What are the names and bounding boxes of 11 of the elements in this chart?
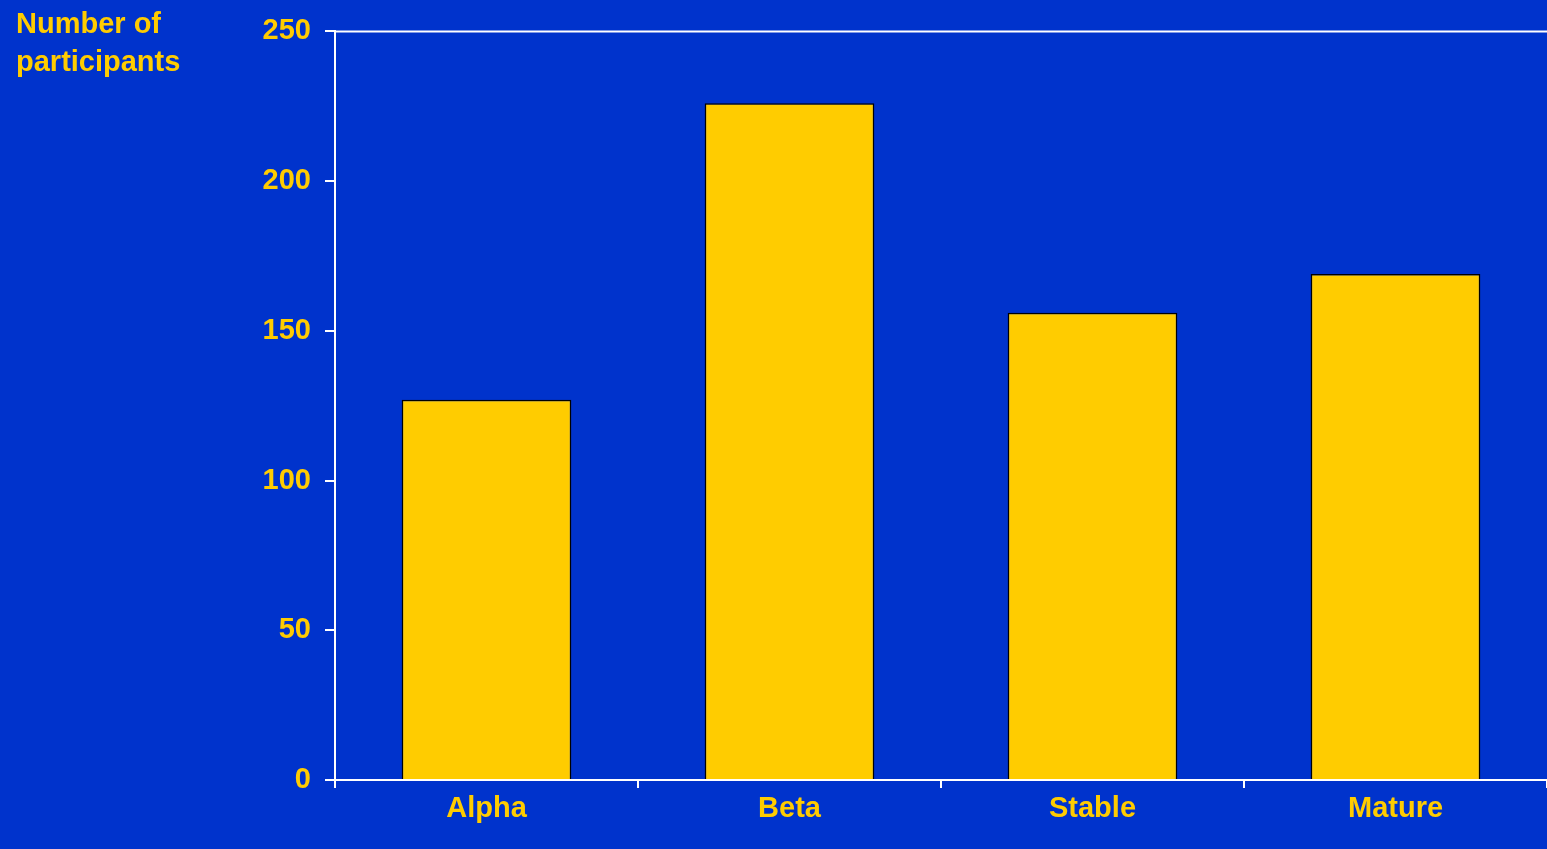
y-tick-label: 100 <box>262 462 311 495</box>
y-tick-label: 250 <box>262 13 311 46</box>
y-tick-label: 0 <box>294 762 311 794</box>
x-tick-label: Stable <box>1048 791 1137 824</box>
y-tick-label: 150 <box>262 312 311 345</box>
y-axis-title: Number of participants <box>16 6 182 79</box>
y-tick-label: 200 <box>262 163 311 196</box>
x-tick-label: Mature <box>1347 791 1444 824</box>
x-tick-label: Beta <box>758 791 822 824</box>
x-tick-label: Alpha <box>446 791 528 824</box>
y-tick-label: 50 <box>278 612 311 645</box>
